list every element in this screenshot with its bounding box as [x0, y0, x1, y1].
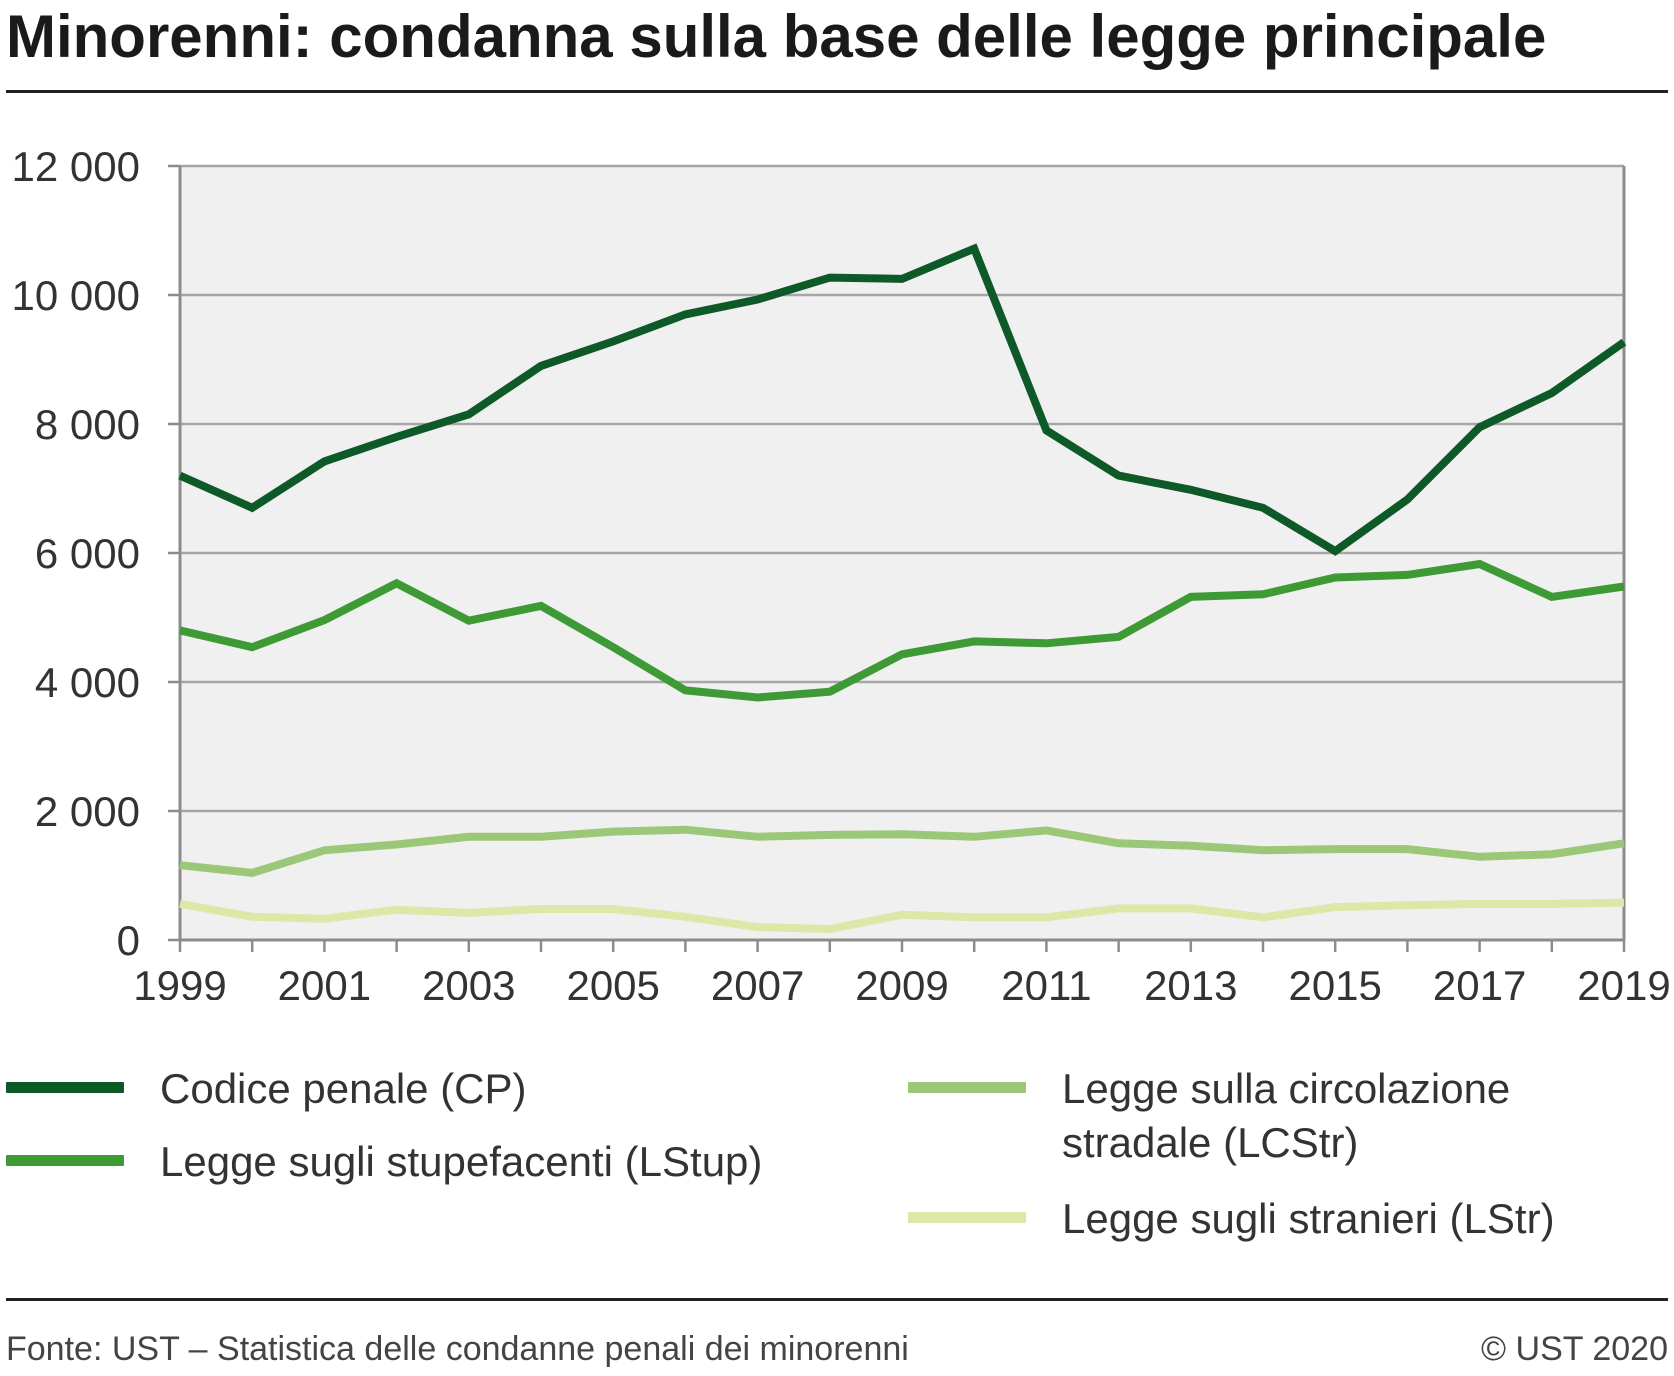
series-line-1 — [178, 243, 1627, 556]
x-tick-label: 2011 — [1001, 962, 1091, 1000]
legend-label-lstr: Legge sugli stranieri (LStr) — [1062, 1195, 1555, 1242]
chart-title: Minorenni: condanna sulla base delle leg… — [6, 3, 1547, 70]
series-line-3 — [179, 825, 1625, 877]
title-rule — [6, 90, 1668, 93]
y-tick-label: 2 000 — [35, 788, 140, 835]
x-tick-label: 2005 — [566, 962, 659, 1000]
x-tick-label: 2013 — [1144, 962, 1237, 1000]
legend-label-lcstr-line1: Legge sulla circolazione — [1062, 1065, 1511, 1112]
y-tick-label: 6 000 — [35, 530, 140, 577]
legend-label-lstup: Legge sugli stupefacenti (LStup) — [160, 1138, 763, 1185]
legend-swatch-lstr — [908, 1212, 1026, 1223]
x-tick-label: 2015 — [1288, 962, 1381, 1000]
legend-item-lstr: Legge sugli stranieri (LStr) — [908, 1192, 1555, 1246]
x-tick-label: 2009 — [855, 962, 948, 1000]
y-tick-label: 4 000 — [35, 659, 140, 706]
line-chart: 0 2 000 4 000 6 000 8 000 10 000 12 000 1999 200… — [12, 143, 1671, 1000]
y-tick-label: 12 000 — [12, 143, 140, 190]
y-tick-label: 0 — [117, 917, 140, 964]
legend-swatch-cp — [6, 1082, 124, 1093]
series-line-2 — [179, 559, 1625, 702]
y-tick-label: 8 000 — [35, 401, 140, 448]
copyright-note: © UST 2020 — [1481, 1330, 1668, 1368]
legend-swatch-lstup — [6, 1155, 124, 1166]
x-tick-label: 1999 — [133, 962, 226, 1000]
y-tick-label: 10 000 — [12, 272, 140, 319]
x-tick-label: 2003 — [422, 962, 515, 1000]
legend-swatch-lcstr — [908, 1082, 1026, 1093]
x-tick-label: 2007 — [711, 962, 804, 1000]
legend-item-lstup: Legge sugli stupefacenti (LStup) — [6, 1135, 762, 1189]
legend-label-lcstr: Legge sulla circolazione stradale (LCStr… — [1062, 1062, 1510, 1170]
source-note: Fonte: UST – Statistica delle condanne p… — [6, 1330, 909, 1368]
x-tick-label: 2019 — [1577, 962, 1670, 1000]
legend-label-cp: Codice penale (CP) — [160, 1065, 527, 1112]
legend-label-lcstr-line2: stradale (LCStr) — [1062, 1119, 1359, 1166]
legend-item-cp: Codice penale (CP) — [6, 1062, 527, 1116]
x-tick-label: 2001 — [278, 962, 371, 1000]
footer-rule — [6, 1298, 1668, 1301]
x-tick-label: 2017 — [1433, 962, 1526, 1000]
legend-item-lcstr: Legge sulla circolazione stradale (LCStr… — [908, 1062, 1510, 1170]
series-line-4 — [179, 898, 1625, 934]
